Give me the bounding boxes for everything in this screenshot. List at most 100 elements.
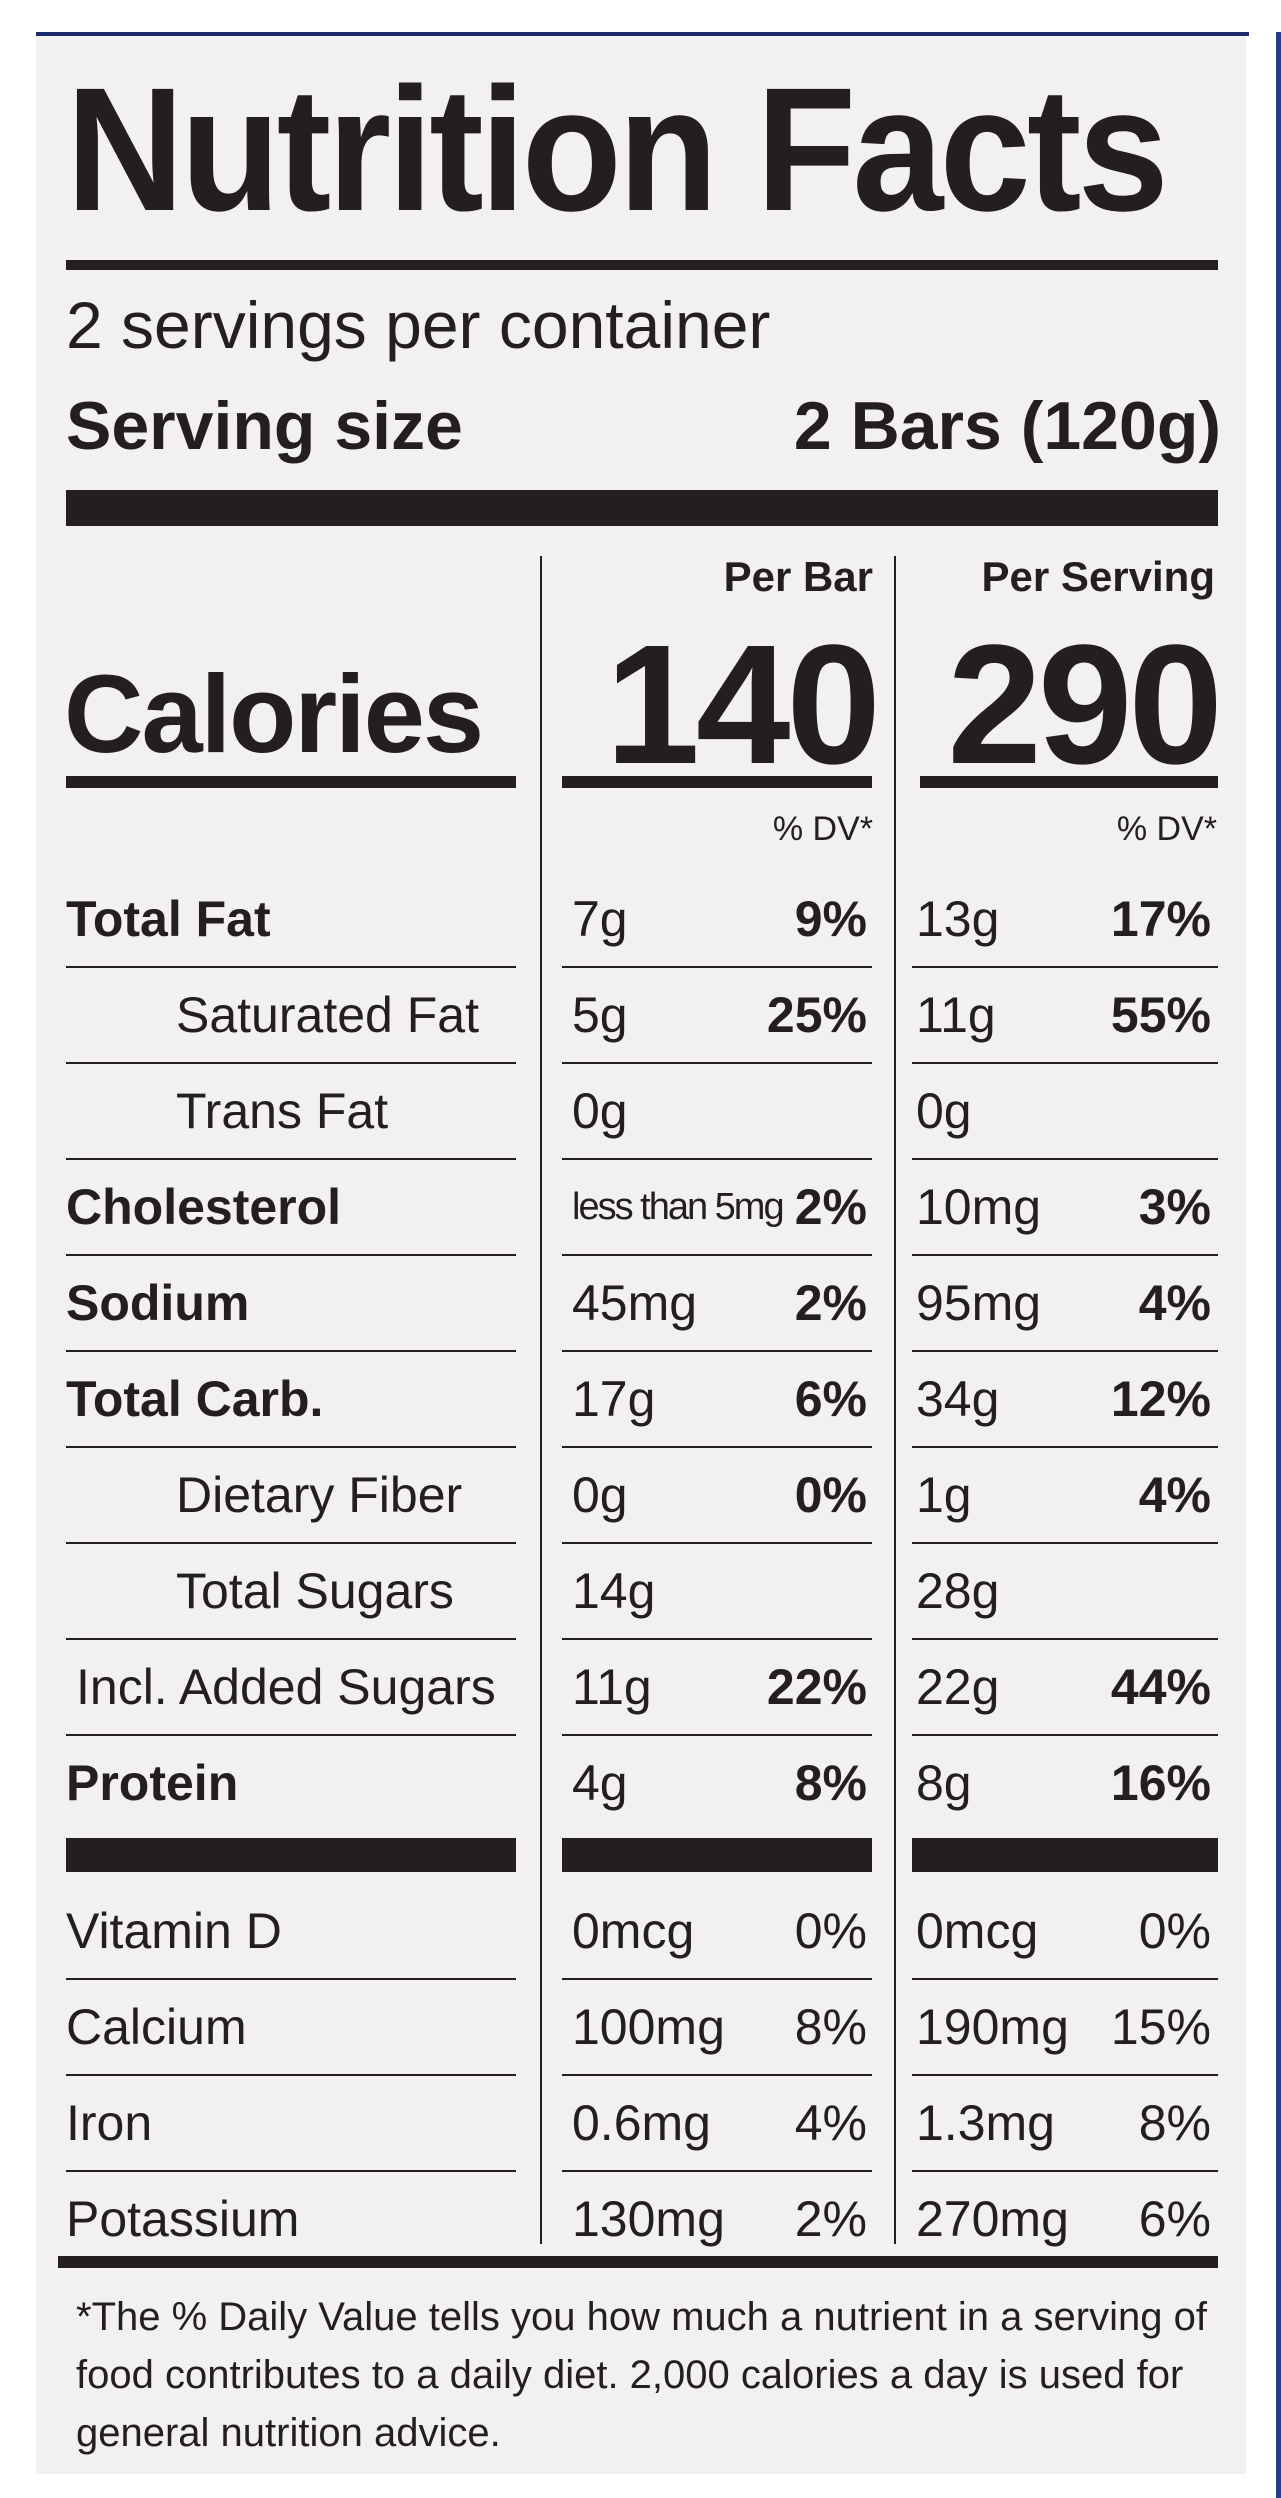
nutrient-amount-per-bar: 4g — [572, 1755, 628, 1811]
nutrient-label: Sodium — [66, 1275, 250, 1331]
column-divider-left — [540, 556, 542, 2244]
row-divider — [66, 1638, 516, 1640]
nutrient-dv-per-bar: 6% — [794, 1371, 867, 1427]
nutrient-amount-per-serving: 95mg — [916, 1275, 1042, 1331]
row-divider — [912, 1978, 1218, 1980]
row-divider — [912, 1638, 1218, 1640]
column-divider-right — [894, 556, 896, 2244]
calories-rule-label — [66, 776, 516, 788]
nutrient-dv-per-bar: 25% — [766, 987, 867, 1043]
serving-size-thick-rule — [66, 490, 1218, 526]
vitamin-dv-per-serving: 15% — [1110, 1999, 1211, 2055]
row-divider — [562, 1062, 872, 1064]
row-divider — [912, 1446, 1218, 1448]
row-divider — [66, 1978, 516, 1980]
row-divider — [66, 1254, 516, 1256]
footnote-rule — [58, 2256, 1218, 2268]
nutrient-amount-per-serving: 34g — [916, 1371, 1000, 1427]
nutrient-dv-per-serving: 12% — [1110, 1371, 1211, 1427]
nutrient-amount-per-serving: 22g — [916, 1659, 1000, 1715]
row-divider — [912, 1350, 1218, 1352]
nutrient-dv-per-serving: 3% — [1138, 1179, 1211, 1235]
vitamin-label: Potassium — [66, 2191, 300, 2247]
nutrient-label: Total Carb. — [66, 1371, 324, 1427]
row-divider — [66, 1062, 516, 1064]
row-divider — [66, 2074, 516, 2076]
row-divider — [562, 1446, 872, 1448]
nutrient-amount-per-bar: 0g — [572, 1467, 628, 1523]
row-divider — [912, 1062, 1218, 1064]
nutrient-dv-per-bar: 2% — [794, 1275, 867, 1331]
vitamin-dv-per-bar: 2% — [794, 2191, 867, 2247]
serving-size-value: 2 Bars (120g) — [793, 388, 1221, 464]
nutrient-dv-per-serving: 16% — [1110, 1755, 1211, 1811]
row-divider — [912, 1254, 1218, 1256]
nutrient-dv-per-serving: 4% — [1138, 1275, 1211, 1331]
row-divider — [912, 966, 1218, 968]
nutrient-amount-per-serving: 0g — [916, 1083, 972, 1139]
vitamin-amount-per-bar: 0.6mg — [572, 2095, 711, 2151]
vitamin-dv-per-bar: 8% — [794, 1999, 867, 2055]
panel-title: Nutrition Facts — [66, 52, 1169, 248]
row-divider — [562, 1734, 872, 1736]
vitamin-dv-per-serving: 0% — [1138, 1903, 1211, 1959]
nutrient-amount-per-bar: 45mg — [572, 1275, 698, 1331]
nutrient-dv-per-bar: 8% — [794, 1755, 867, 1811]
row-divider — [912, 1734, 1218, 1736]
footnote: *The % Daily Value tells you how much a … — [76, 2295, 1207, 2455]
row-divider — [66, 1158, 516, 1160]
nutrient-amount-per-bar: 11g — [572, 1659, 652, 1715]
dv-header-per-serving: % DV* — [1116, 810, 1217, 848]
vitamin-amount-per-serving: 1.3mg — [916, 2095, 1055, 2151]
nutrient-amount-per-serving: 10mg — [916, 1179, 1042, 1235]
nutrient-amount-per-bar: 17g — [572, 1371, 656, 1427]
column-header-per-bar: Per Bar — [723, 553, 873, 600]
vitamin-amount-per-serving: 190mg — [916, 1999, 1069, 2055]
vitamin-label: Vitamin D — [66, 1903, 282, 1959]
column-header-per-serving: Per Serving — [981, 553, 1215, 600]
nutrient-label: Cholesterol — [66, 1179, 342, 1235]
row-divider — [562, 966, 872, 968]
row-divider — [562, 1978, 872, 1980]
vitamin-amount-per-serving: 0mcg — [916, 1903, 1039, 1959]
nutrient-dv-per-serving: 44% — [1110, 1659, 1211, 1715]
row-divider — [912, 1542, 1218, 1544]
row-divider — [562, 2170, 872, 2172]
servings-per-container: 2 servings per container — [66, 288, 771, 362]
nutrient-amount-per-bar: 0g — [572, 1083, 628, 1139]
vitamin-amount-per-bar: 0mcg — [572, 1903, 695, 1959]
nutrient-label: Incl. Added Sugars — [76, 1659, 496, 1715]
nutrient-dv-per-bar: 2% — [794, 1179, 867, 1235]
nutrient-amount-per-serving: 11g — [916, 987, 996, 1043]
calories-rule-bar — [562, 776, 872, 788]
row-divider — [66, 2170, 516, 2172]
calories-per-bar: 140 — [605, 610, 881, 800]
row-divider — [562, 2074, 872, 2076]
nutrient-amount-per-bar: 14g — [572, 1563, 656, 1619]
nutrient-label: Protein — [66, 1755, 239, 1811]
vitamin-amount-per-bar: 130mg — [572, 2191, 725, 2247]
vitamin-label: Calcium — [66, 1999, 247, 2055]
vitamin-label: Iron — [66, 2095, 153, 2151]
nutrient-label: Total Sugars — [176, 1563, 454, 1619]
row-divider — [66, 1350, 516, 1352]
nutrient-amount-per-serving: 1g — [916, 1467, 972, 1523]
nutrient-label: Trans Fat — [176, 1083, 389, 1139]
nutrient-amount-per-bar: 5g — [572, 987, 628, 1043]
vitamin-dv-per-bar: 0% — [794, 1903, 867, 1959]
nutrient-label: Saturated Fat — [176, 987, 479, 1043]
dv-header-per-bar: % DV* — [772, 810, 873, 848]
calories-rule-serving — [920, 776, 1218, 788]
calories-per-serving: 290 — [947, 610, 1223, 800]
nutrient-amount-per-serving: 13g — [916, 891, 1000, 947]
nutrient-dv-per-serving: 55% — [1110, 987, 1211, 1043]
nutrient-amount-per-serving: 28g — [916, 1563, 1000, 1619]
serving-size-label: Serving size — [66, 388, 463, 464]
row-divider — [562, 1542, 872, 1544]
row-divider — [66, 966, 516, 968]
row-divider — [912, 1158, 1218, 1160]
vitamin-dv-per-serving: 6% — [1138, 2191, 1211, 2247]
row-divider — [66, 1446, 516, 1448]
row-divider — [912, 2170, 1218, 2172]
nutrient-label: Total Fat — [66, 891, 271, 947]
